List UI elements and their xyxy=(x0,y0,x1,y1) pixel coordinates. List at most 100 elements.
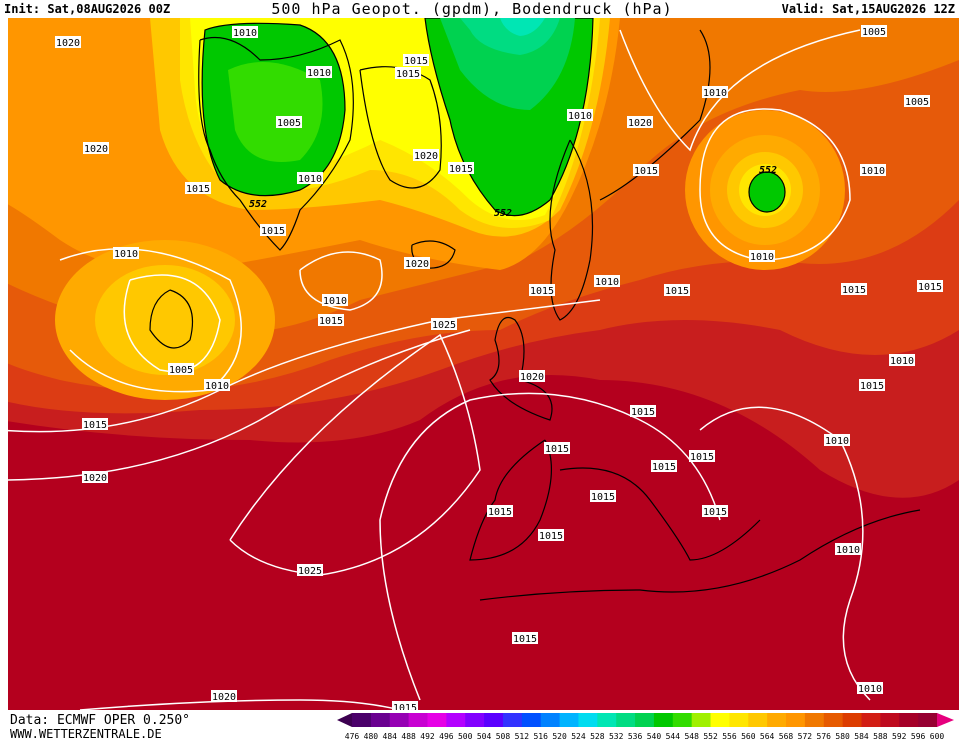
colorbar-label: 580 xyxy=(835,732,850,741)
isobar-label-box xyxy=(651,460,677,472)
colorbar-swatch xyxy=(899,713,919,727)
colorbar-label: 560 xyxy=(741,732,756,741)
colorbar-label: 488 xyxy=(401,732,416,741)
colorbar-label: 520 xyxy=(552,732,567,741)
isobar-label: 1010 xyxy=(890,356,914,367)
isobar-label: 1015 xyxy=(530,286,554,297)
isobar-label-box xyxy=(861,25,887,37)
isobar-label: 1020 xyxy=(414,151,438,162)
isobar-label: 1010 xyxy=(836,545,860,556)
colorbar-label: 600 xyxy=(930,732,945,741)
isobar-label: 1015 xyxy=(918,282,942,293)
coastlines xyxy=(149,29,921,601)
isobar-label-box xyxy=(702,86,728,98)
geopotential-label: 552 xyxy=(249,199,267,210)
colorbar-swatch xyxy=(616,713,636,727)
colorbar-label: 504 xyxy=(477,732,492,741)
colorbar-label: 552 xyxy=(703,732,718,741)
colorbar-swatch xyxy=(540,713,561,727)
isobar-label: 1015 xyxy=(703,507,727,518)
isobar-label: 1015 xyxy=(396,69,420,80)
colorbar: 476 480 484 488 492 496 500 504 508 512 516 520 524 5… xyxy=(337,713,954,741)
website: WWW.WETTERZENTRALE.DE xyxy=(10,727,162,741)
isobar-label-box xyxy=(664,284,690,296)
colorbar-label: 572 xyxy=(798,732,813,741)
isobar-label: 1015 xyxy=(404,56,428,67)
isobar-label: 1025 xyxy=(432,320,456,331)
colorbar-label: 480 xyxy=(364,732,379,741)
isobar-label-box xyxy=(544,442,570,454)
isobar-label: 1015 xyxy=(83,420,107,431)
isobar-label: 1015 xyxy=(665,286,689,297)
isobar-label-box xyxy=(413,149,439,161)
isobar-label: 1005 xyxy=(277,118,301,129)
isobar-label: 1015 xyxy=(842,285,866,296)
colorbar-label: 496 xyxy=(439,732,454,741)
colorbar-swatch xyxy=(502,713,523,727)
isobar-label-box xyxy=(431,318,457,330)
valid-time: Valid: Sat,15AUG2026 12Z xyxy=(782,2,955,16)
isobar-label-box xyxy=(318,314,344,326)
colorbar-label: 588 xyxy=(873,732,888,741)
colorbar-swatch xyxy=(408,713,428,727)
isobar-label: 1020 xyxy=(212,692,236,703)
colorbar-label: 492 xyxy=(420,732,435,741)
isobar-label-box xyxy=(904,95,930,107)
isobar-label: 1010 xyxy=(568,111,592,122)
colorbar-swatch xyxy=(880,713,900,727)
isobar-label: 1020 xyxy=(405,259,429,270)
isobar-label-box xyxy=(168,363,194,375)
isobar-label: 1010 xyxy=(298,174,322,185)
isobar-label-box xyxy=(297,172,323,184)
isobar-label-box xyxy=(859,379,885,391)
isobar-label-box xyxy=(487,505,513,517)
isobar-label: 1015 xyxy=(513,634,537,645)
isobar-label-box xyxy=(889,354,915,366)
colorbar-swatch xyxy=(804,713,825,727)
isobar-label-box xyxy=(55,36,81,48)
isobar-label: 1015 xyxy=(393,703,417,714)
isobar-label-box xyxy=(529,284,555,296)
colorbar-label: 512 xyxy=(515,732,530,741)
colorbar-swatch xyxy=(465,713,485,727)
init-time: Init: Sat,08AUG2026 00Z xyxy=(4,2,170,16)
isobar-label: 1015 xyxy=(449,164,473,175)
isobar-label: 1025 xyxy=(298,566,322,577)
colorbar-label: 528 xyxy=(590,732,605,741)
isobar-label: 1020 xyxy=(83,473,107,484)
colorbar-swatch xyxy=(918,713,938,727)
isobar-label: 1010 xyxy=(233,28,257,39)
isobar-label-box xyxy=(519,370,545,382)
colorbar-swatch xyxy=(861,713,881,727)
isobar-label: 1015 xyxy=(488,507,512,518)
isobar-label-box xyxy=(689,450,715,462)
isobar-label-box xyxy=(322,294,348,306)
colorbar-label: 508 xyxy=(496,732,511,741)
isobar-label: 1010 xyxy=(750,252,774,263)
colorbar-label: 532 xyxy=(609,732,624,741)
isobar-label: 1010 xyxy=(114,249,138,260)
isobar-label: 1015 xyxy=(545,444,569,455)
colorbar-swatch xyxy=(370,713,391,727)
isobar-label-box xyxy=(633,164,659,176)
colorbar-swatch xyxy=(729,713,749,727)
isobar-label-box xyxy=(841,283,867,295)
colorbar-label: 548 xyxy=(684,732,699,741)
colorbar-swatch xyxy=(427,713,447,727)
isobar-label: 1015 xyxy=(860,381,884,392)
isobar-label: 1015 xyxy=(186,184,210,195)
isobar-label: 1015 xyxy=(539,531,563,542)
isobar-label-box xyxy=(594,275,620,287)
colorbar-swatch xyxy=(767,713,787,727)
isobar-label-box xyxy=(83,142,109,154)
colorbar-swatch xyxy=(691,713,712,727)
colorbar-swatch xyxy=(389,713,410,727)
data-source: Data: ECMWF OPER 0.250° xyxy=(10,713,190,728)
isobar-label: 1020 xyxy=(84,144,108,155)
colorbar-label: 568 xyxy=(779,732,794,741)
colorbar-swatch xyxy=(559,713,579,727)
colorbar-label: 540 xyxy=(647,732,662,741)
isobar-label-box xyxy=(567,109,593,121)
isobar-label: 1010 xyxy=(205,381,229,392)
isobar-label-box xyxy=(857,682,883,694)
